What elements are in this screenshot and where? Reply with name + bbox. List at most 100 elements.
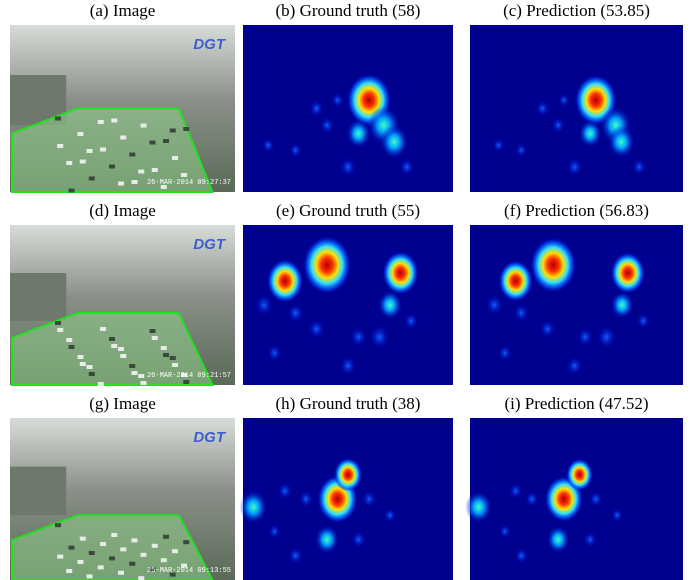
vehicle xyxy=(181,563,187,568)
density-blob xyxy=(558,93,570,107)
vehicle xyxy=(111,118,118,123)
density-map xyxy=(243,25,453,192)
density-blob xyxy=(610,291,634,319)
vehicle xyxy=(88,176,95,181)
vehicle xyxy=(183,127,190,131)
density-blob xyxy=(278,482,292,500)
vehicle xyxy=(68,188,75,193)
vehicle xyxy=(88,372,95,376)
density-blob xyxy=(465,491,492,524)
caption: (f) Prediction (56.83) xyxy=(504,201,649,220)
density-blob xyxy=(267,344,282,362)
camera-image: DGT 26-MAR-2014 09:21:57 xyxy=(10,225,235,386)
logo: DGT xyxy=(193,36,227,53)
density-blob xyxy=(583,531,597,548)
density-blob xyxy=(498,345,512,361)
density-blob xyxy=(535,100,550,117)
vehicle xyxy=(109,164,115,169)
density-blob xyxy=(268,524,281,539)
density-blob xyxy=(369,325,390,349)
vehicle xyxy=(131,371,138,375)
vehicle xyxy=(66,338,73,342)
vehicle xyxy=(55,321,61,325)
vehicle xyxy=(57,554,64,559)
vehicle xyxy=(163,353,169,357)
density-blob xyxy=(399,158,414,176)
vehicle xyxy=(181,373,187,377)
vehicle xyxy=(140,381,147,385)
vehicle xyxy=(100,147,106,152)
vehicle xyxy=(172,156,178,160)
trees xyxy=(10,466,67,516)
density-blob xyxy=(351,531,366,548)
vehicle xyxy=(79,536,86,541)
vehicle xyxy=(77,355,84,359)
vehicle xyxy=(118,181,124,186)
density-blob xyxy=(611,508,623,523)
vehicle xyxy=(88,551,95,555)
camera-image: DGT 25-MAR-2014 09:13:55 xyxy=(10,418,235,580)
density-blob xyxy=(578,119,602,148)
vehicle xyxy=(68,345,75,349)
vehicle xyxy=(77,560,84,564)
timestamp: 26-MAR-2014 09:27:37 xyxy=(147,179,231,187)
vehicle xyxy=(151,543,158,548)
vehicle xyxy=(77,132,84,136)
caption: (b) Ground truth (58) xyxy=(276,1,421,20)
vehicle xyxy=(79,159,86,164)
vehicle xyxy=(169,128,176,133)
vehicle xyxy=(163,139,169,143)
vehicle xyxy=(149,567,156,572)
caption: (i) Prediction (47.52) xyxy=(505,394,649,413)
vehicle xyxy=(138,576,145,580)
vehicle xyxy=(149,329,156,333)
density-blob xyxy=(566,157,583,177)
vehicle xyxy=(183,540,190,545)
vehicle xyxy=(131,180,138,184)
vehicle xyxy=(66,569,73,573)
vehicle xyxy=(129,364,136,368)
vehicle xyxy=(169,572,176,577)
vehicle xyxy=(100,542,106,546)
caption: (d) Image xyxy=(89,201,156,220)
logo: DGT xyxy=(193,236,227,253)
logo: DGT xyxy=(193,429,227,446)
vehicle xyxy=(120,135,127,140)
density-blob xyxy=(239,490,268,524)
density-blob xyxy=(498,260,533,302)
timestamp: 25-MAR-2014 09:13:55 xyxy=(147,567,231,575)
density-blob xyxy=(380,125,409,159)
vehicle xyxy=(57,328,64,332)
vehicle xyxy=(181,173,187,177)
road-region xyxy=(11,514,214,580)
vehicle xyxy=(55,523,61,528)
vehicle xyxy=(151,168,158,172)
density-blob xyxy=(546,525,570,554)
caption: (c) Prediction (53.85) xyxy=(503,1,650,20)
vehicle xyxy=(109,337,115,341)
density-blob xyxy=(404,312,418,330)
density-blob xyxy=(346,119,371,148)
vehicle xyxy=(151,336,158,340)
vehicle xyxy=(131,538,138,543)
caption: (a) Image xyxy=(90,1,156,20)
density-blob xyxy=(331,92,344,108)
vehicle xyxy=(55,116,61,121)
density-blob xyxy=(384,508,396,523)
vehicle xyxy=(118,570,124,575)
density-blob xyxy=(492,138,505,153)
density-blob xyxy=(287,303,304,323)
density-blob xyxy=(485,294,503,316)
vehicle xyxy=(129,561,136,566)
vehicle xyxy=(140,123,147,128)
vehicle xyxy=(120,354,127,358)
density-blob xyxy=(315,525,339,554)
density-blob xyxy=(378,290,402,320)
vehicle xyxy=(169,356,176,360)
density-blob xyxy=(632,158,646,175)
density-blob xyxy=(551,117,565,134)
density-blob xyxy=(350,327,367,347)
vehicle xyxy=(86,574,93,579)
vehicle xyxy=(149,140,156,145)
density-blob xyxy=(262,138,275,153)
